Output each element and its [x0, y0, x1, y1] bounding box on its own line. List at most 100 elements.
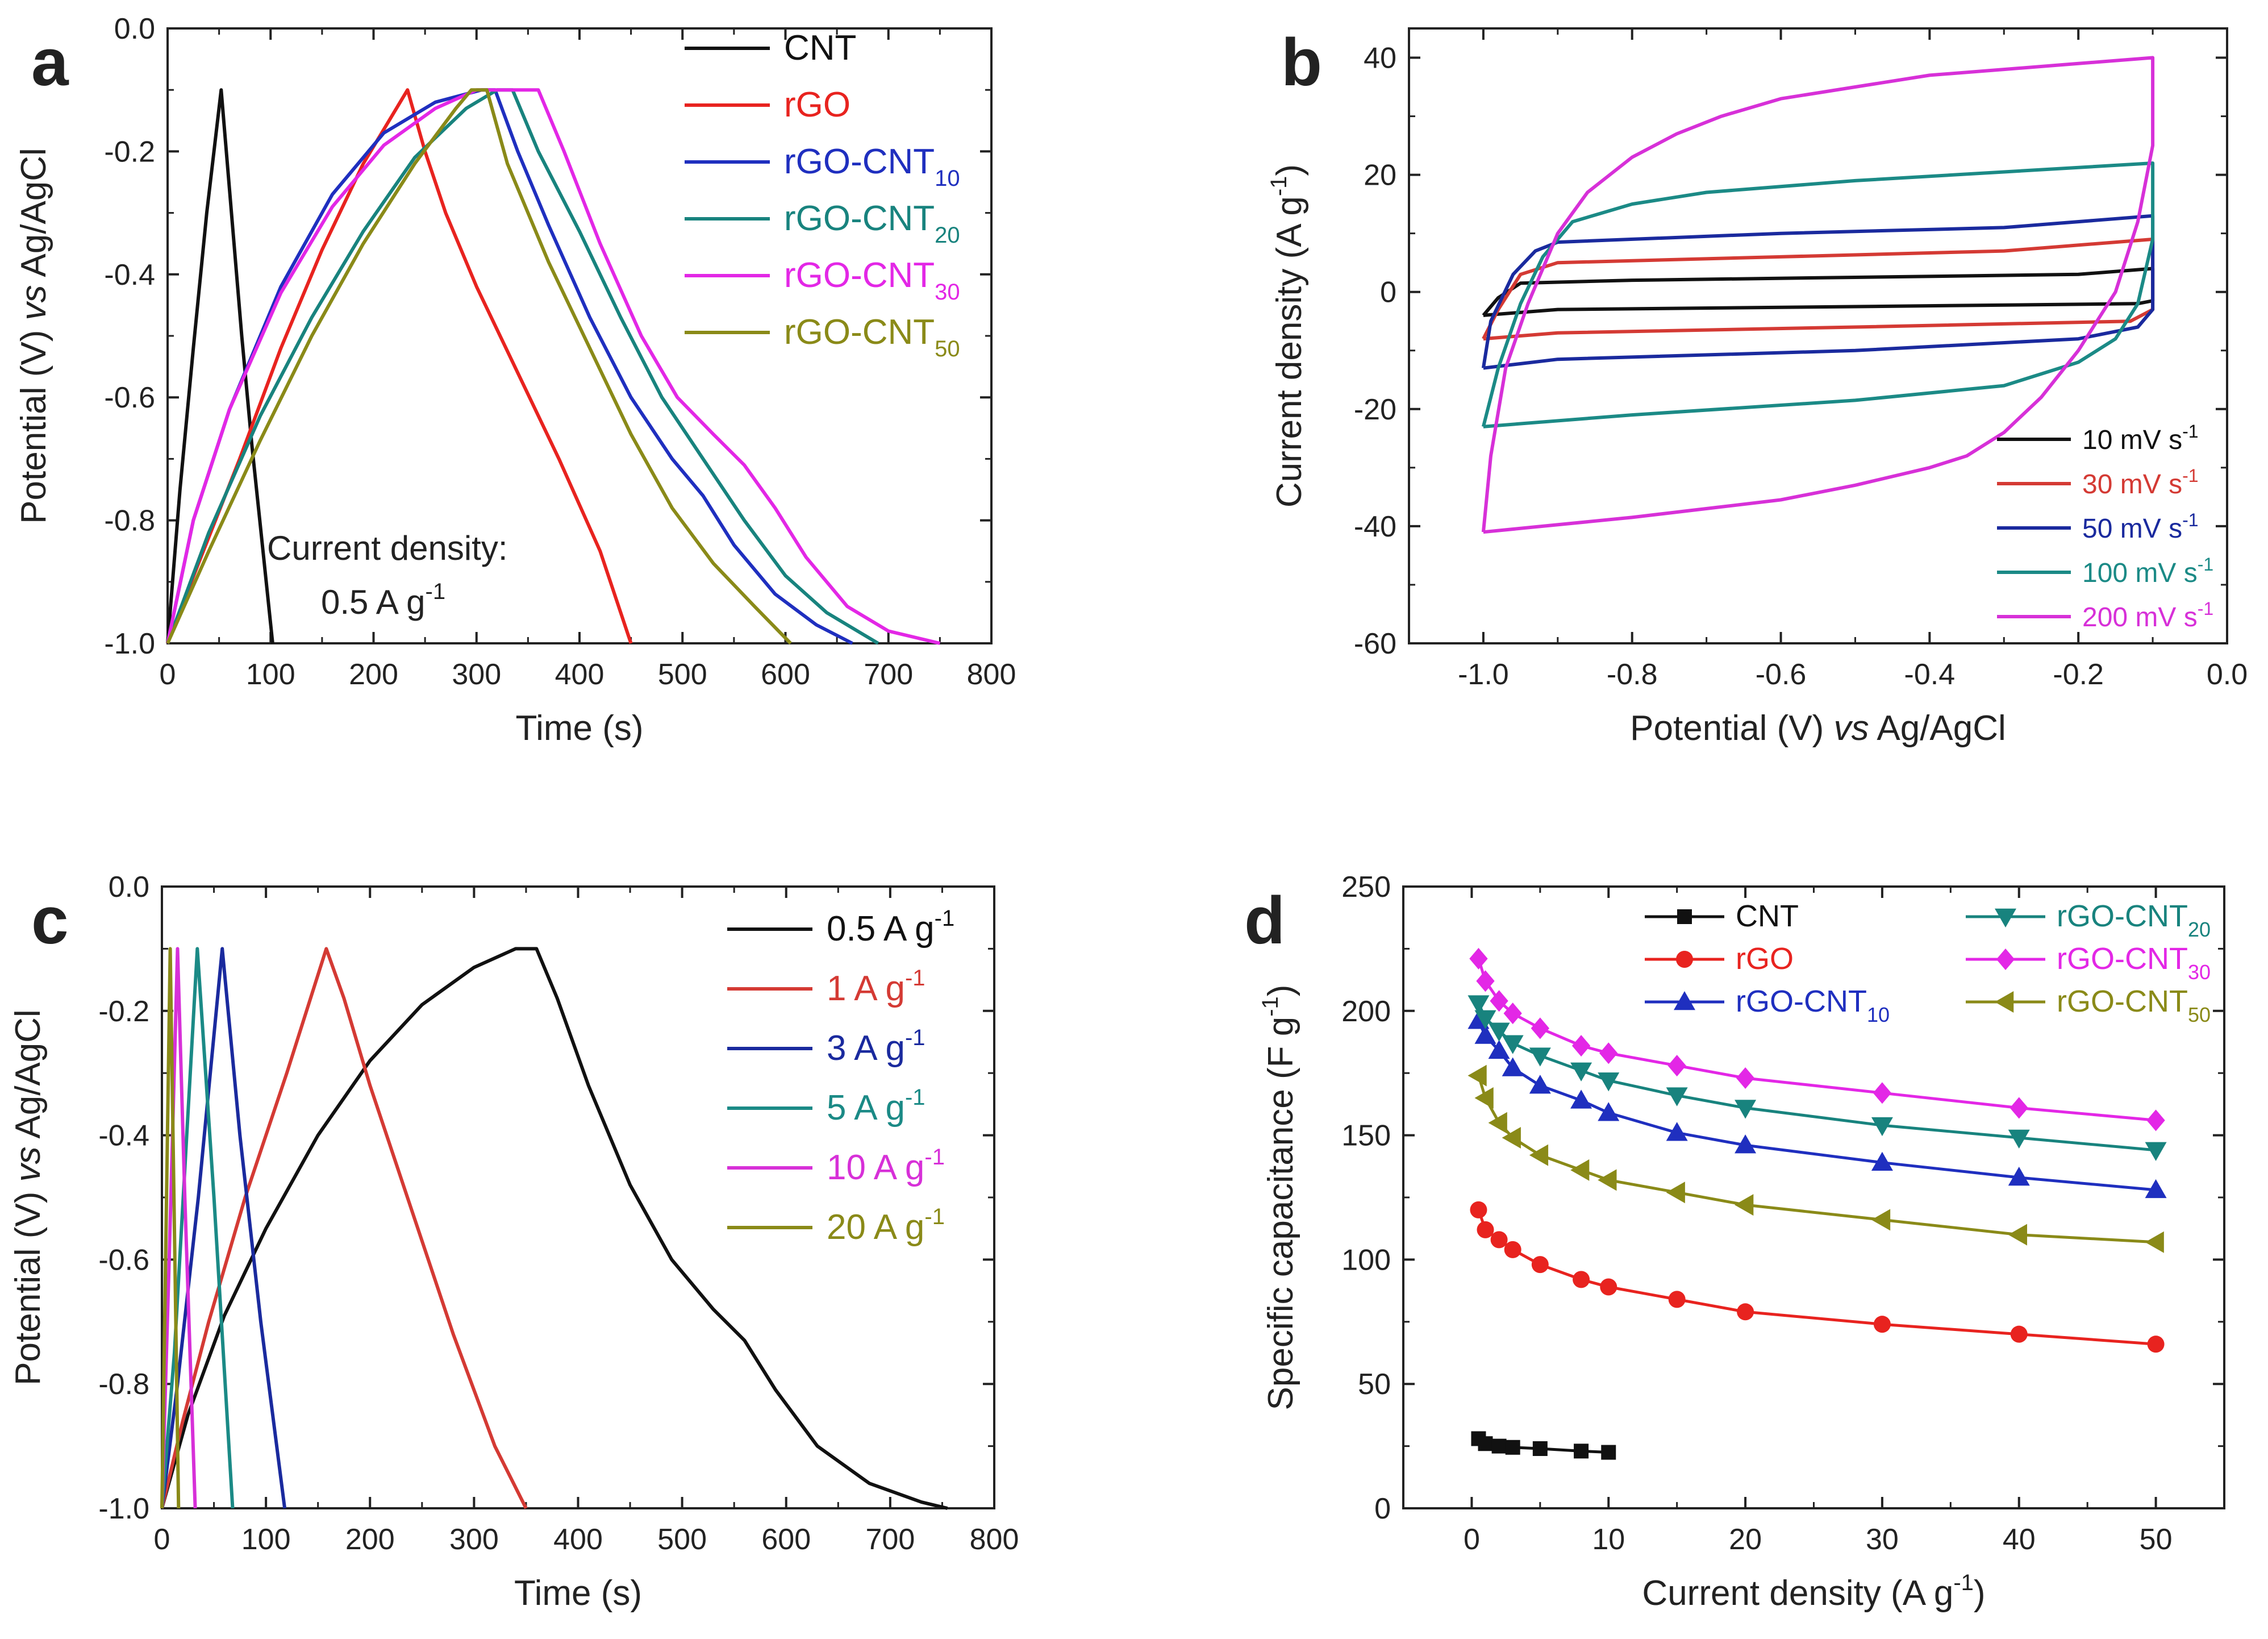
x-tick-label: 0.0 — [2207, 658, 2248, 691]
data-point-square — [1601, 1445, 1616, 1460]
panel-a-chart: 0 100 200 300 400 500 600 700 800 0.0 -0.2 -0.4 -0.6… — [14, 13, 1016, 748]
data-point-triangle-down — [1529, 1047, 1551, 1067]
data-point-square — [1677, 909, 1692, 924]
legend-label: 100 mV s-1 — [2082, 554, 2213, 588]
legend-label-text: 1 A g — [827, 969, 905, 1008]
legend-label-sup: -1 — [924, 1145, 945, 1170]
y-tick-label: 0.0 — [109, 871, 149, 904]
data-point-circle — [1668, 1291, 1686, 1308]
x-tick-label: -0.8 — [1607, 658, 1658, 691]
legend-label: rGO-CNT20 — [784, 199, 960, 248]
x-tick-label: 30 — [1866, 1523, 1899, 1556]
panel-letter: a — [31, 25, 69, 100]
legend-label-text: CNT — [1736, 899, 1799, 933]
legend-label-text: rGO — [784, 85, 850, 124]
x-tick-label: 300 — [452, 658, 501, 691]
y-tick-label: 0 — [1374, 1492, 1391, 1525]
x-axis-label: Current density (A g-1) — [1642, 1570, 1985, 1613]
data-point-diamond — [1667, 1055, 1686, 1077]
data-point-triangle-up — [2008, 1166, 2030, 1186]
legend-label-sub: 30 — [2188, 960, 2211, 984]
legend-label: 1 A g-1 — [827, 966, 925, 1008]
data-point-diamond — [1531, 1017, 1549, 1039]
legend-label-sup: -1 — [924, 1204, 945, 1229]
data-point-triangle-up — [1674, 991, 1695, 1010]
y-tick-label: 50 — [1358, 1368, 1391, 1401]
legend-label: rGO-CNT30 — [784, 256, 960, 305]
y-tick-label: -0.6 — [104, 381, 155, 414]
y-tick-label: -20 — [1354, 393, 1396, 426]
data-point-triangle-down — [1467, 995, 1490, 1014]
y-tick-label: -0.2 — [98, 995, 149, 1028]
data-point-diamond — [1873, 1082, 1892, 1104]
x-axis-label-close: ) — [1974, 1574, 1986, 1613]
y-axis-label-text: Ag/AgCl — [14, 148, 53, 285]
plot-frame — [1402, 885, 2225, 1509]
y-axis-label: Specific capacitance (F g-1) — [1258, 985, 1300, 1411]
data-point-diamond — [2146, 1109, 2165, 1132]
series-line-rgo-cnt20 — [166, 88, 879, 645]
data-point-triangle-left — [1598, 1169, 1617, 1191]
data-point-triangle-up — [1598, 1102, 1620, 1121]
series-line-cnt — [166, 88, 274, 644]
y-tick-label: -1.0 — [104, 627, 155, 660]
legend-label-text: rGO-CNT — [784, 142, 935, 181]
legend-label-sub: 30 — [935, 280, 960, 305]
legend-label-sup: -1 — [935, 906, 955, 931]
legend-label: 3 A g-1 — [827, 1025, 925, 1068]
series-line-20-a-g — [160, 947, 181, 1509]
x-tick-label: 0 — [154, 1523, 170, 1556]
y-tick-label: -0.4 — [98, 1120, 149, 1153]
data-point-triangle-left — [1871, 1209, 1891, 1231]
legend-label-text: rGO-CNT — [2057, 942, 2188, 976]
y-axis-label: Current density (A g-1) — [1266, 164, 1309, 507]
series-line-1-a-g — [160, 947, 528, 1509]
legend-label: rGO-CNT50 — [784, 313, 960, 361]
data-point-triangle-down — [1570, 1062, 1592, 1081]
y-tick-label: 200 — [1341, 995, 1391, 1028]
x-tick-label: 600 — [761, 658, 810, 691]
legend-label-text: 3 A g — [827, 1029, 905, 1068]
y-axis-label-text: Current density (A g — [1270, 196, 1309, 507]
x-tick-label: 20 — [1729, 1523, 1762, 1556]
legend-label: 30 mV s-1 — [2082, 465, 2199, 500]
x-tick-label: 700 — [864, 658, 913, 691]
y-tick-label: -40 — [1354, 510, 1396, 543]
x-tick-label: 0 — [160, 658, 176, 691]
data-point-triangle-up — [1666, 1122, 1688, 1141]
data-point-triangle-down — [1502, 1035, 1524, 1054]
legend-label-sup: -1 — [2182, 510, 2198, 530]
y-axis-label-italic: vs — [14, 285, 53, 320]
series-line-30-mv-s — [1482, 238, 2155, 341]
x-tick-label: 200 — [349, 658, 398, 691]
y-tick-label: -0.4 — [104, 259, 155, 292]
data-point-circle — [1490, 1231, 1508, 1249]
y-tick-label: 0.0 — [114, 13, 155, 45]
series-line-5-a-g — [160, 947, 235, 1509]
legend-label: 5 A g-1 — [827, 1085, 925, 1128]
y-tick-label: -0.2 — [104, 135, 155, 168]
legend-label-sub: 20 — [2188, 918, 2211, 941]
data-point-triangle-down — [2145, 1142, 2167, 1161]
y-tick-label: -0.8 — [98, 1368, 149, 1401]
x-tick-label: 10 — [1592, 1523, 1625, 1556]
x-tick-label: 300 — [449, 1523, 499, 1556]
data-point-triangle-left — [1570, 1159, 1590, 1181]
y-tick-label: -0.6 — [98, 1243, 149, 1276]
data-point-circle — [1504, 1241, 1521, 1258]
y-axis-label-text: Potential (V) — [9, 1182, 48, 1385]
data-point-triangle-up — [2145, 1179, 2167, 1199]
legend-label-text: rGO-CNT — [2057, 899, 2188, 933]
legend-label-sup: -1 — [905, 1025, 925, 1050]
series-line-rgo-cnt10 — [166, 88, 853, 645]
data-point-square — [1491, 1438, 1507, 1454]
x-tick-label: 800 — [967, 658, 1016, 691]
data-point-triangle-left — [1735, 1194, 1754, 1216]
data-point-square — [1478, 1436, 1493, 1451]
series-line-50-mv-s — [1481, 214, 2155, 370]
legend-label-sup: -1 — [2182, 465, 2198, 486]
y-axis-label-text: Potential (V) — [14, 320, 53, 523]
x-tick-label: 400 — [553, 1523, 603, 1556]
x-tick-label: -1.0 — [1458, 658, 1509, 691]
